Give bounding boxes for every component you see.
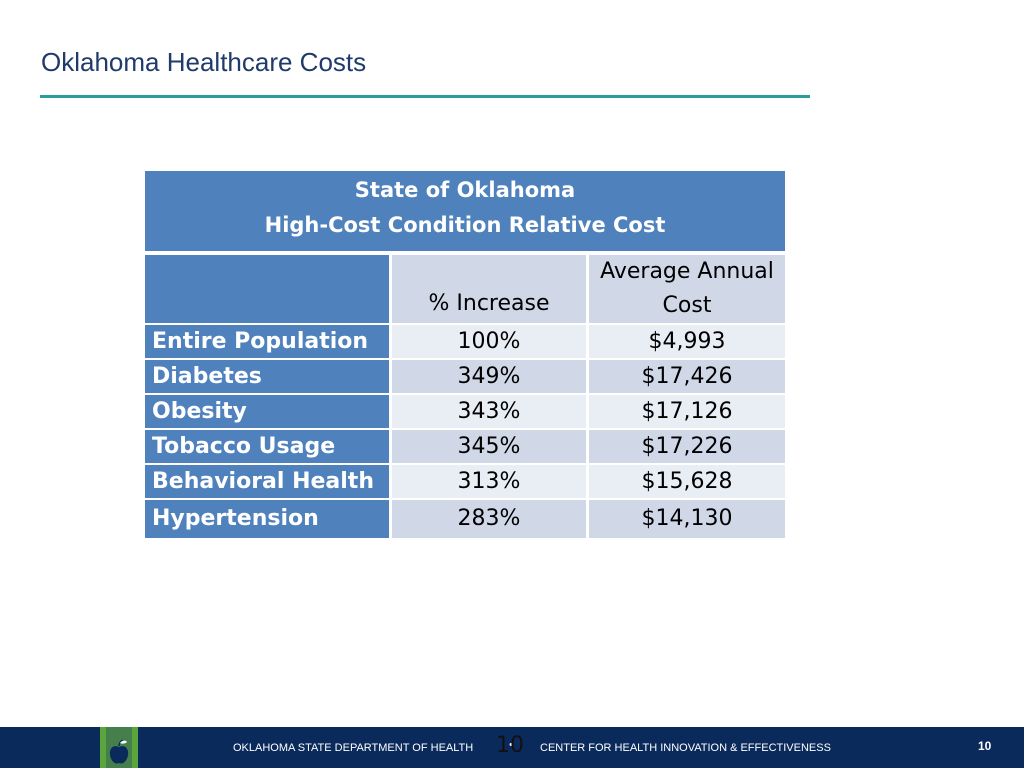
row-label: Behavioral Health [145,465,392,500]
column-header-row: % Increase Average Annual Cost [145,255,785,325]
footer-separator: • [509,739,513,751]
table-row: Diabetes 349% $17,426 [145,360,785,395]
row-label: Hypertension [145,500,392,538]
row-label: Tobacco Usage [145,430,392,465]
footer-center-number: 10 [496,733,524,758]
row-pct-increase: 349% [392,360,589,395]
footer-bar: OKLAHOMA STATE DEPARTMENT OF HEALTH • 10… [0,727,1024,768]
footer-center-name: CENTER FOR HEALTH INNOVATION & EFFECTIVE… [540,742,831,754]
row-pct-increase: 100% [392,325,589,360]
row-pct-increase: 345% [392,430,589,465]
table-header-line1: State of Oklahoma [354,178,576,202]
row-label: Obesity [145,395,392,430]
row-label: Diabetes [145,360,392,395]
title-divider [40,95,810,98]
row-pct-increase: 343% [392,395,589,430]
table-row: Obesity 343% $17,126 [145,395,785,430]
page-title: Oklahoma Healthcare Costs [41,47,367,77]
table-header: State of Oklahoma High-Cost Condition Re… [145,171,785,251]
cost-table: State of Oklahoma High-Cost Condition Re… [145,171,785,538]
row-avg-cost: $17,126 [589,395,785,430]
page-number: 10 [978,739,992,753]
table-row: Hypertension 283% $14,130 [145,500,785,538]
row-avg-cost: $14,130 [589,500,785,538]
table-row: Entire Population 100% $4,993 [145,325,785,360]
row-avg-cost: $17,426 [589,360,785,395]
footer-org-name: OKLAHOMA STATE DEPARTMENT OF HEALTH [233,742,474,754]
apple-icon [100,727,138,768]
column-header-avg-cost: Average Annual Cost [589,255,785,325]
row-pct-increase: 283% [392,500,589,538]
row-label: Entire Population [145,325,392,360]
column-header-pct-increase: % Increase [392,255,589,325]
row-pct-increase: 313% [392,465,589,500]
column-header-avg-cost-line2: Cost [662,293,712,318]
table-row: Behavioral Health 313% $15,628 [145,465,785,500]
apple-logo [100,727,138,768]
row-avg-cost: $15,628 [589,465,785,500]
table-header-line2: High-Cost Condition Relative Cost [264,213,666,237]
row-avg-cost: $4,993 [589,325,785,360]
column-header-avg-cost-line1: Average Annual [600,259,774,284]
row-avg-cost: $17,226 [589,430,785,465]
column-header-blank [145,255,392,325]
table-row: Tobacco Usage 345% $17,226 [145,430,785,465]
